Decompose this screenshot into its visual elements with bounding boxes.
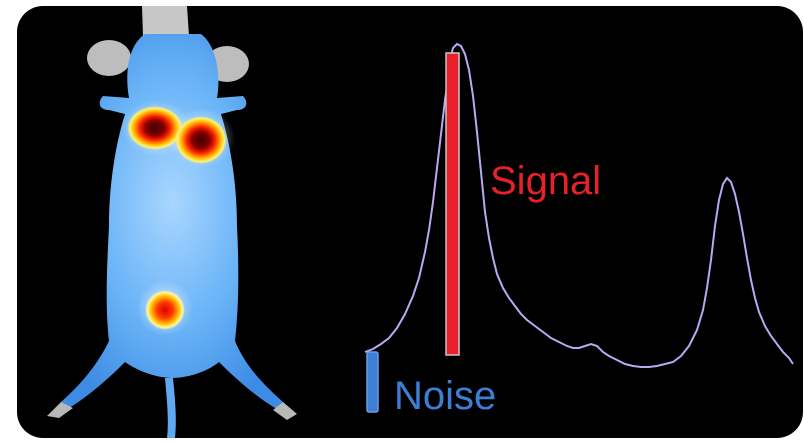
signal-label: Signal	[490, 159, 602, 203]
image-panel: Signal Noise	[17, 6, 803, 438]
mouse-ear-left	[87, 40, 131, 76]
mouse-tail	[165, 378, 176, 438]
noise-label: Noise	[394, 374, 497, 418]
mouse-hind-foot-left	[47, 402, 73, 418]
mouse-hind-foot-right	[273, 402, 297, 420]
noise-bar	[366, 351, 379, 413]
intensity-trace	[364, 42, 794, 368]
mouse-body	[59, 34, 285, 410]
hotspot-right	[175, 116, 227, 164]
signal-bar	[445, 52, 460, 356]
figure-canvas	[47, 6, 794, 438]
hotspot-abdomen	[145, 290, 185, 330]
mouse-image	[47, 6, 297, 438]
hotspot-left	[127, 106, 183, 150]
